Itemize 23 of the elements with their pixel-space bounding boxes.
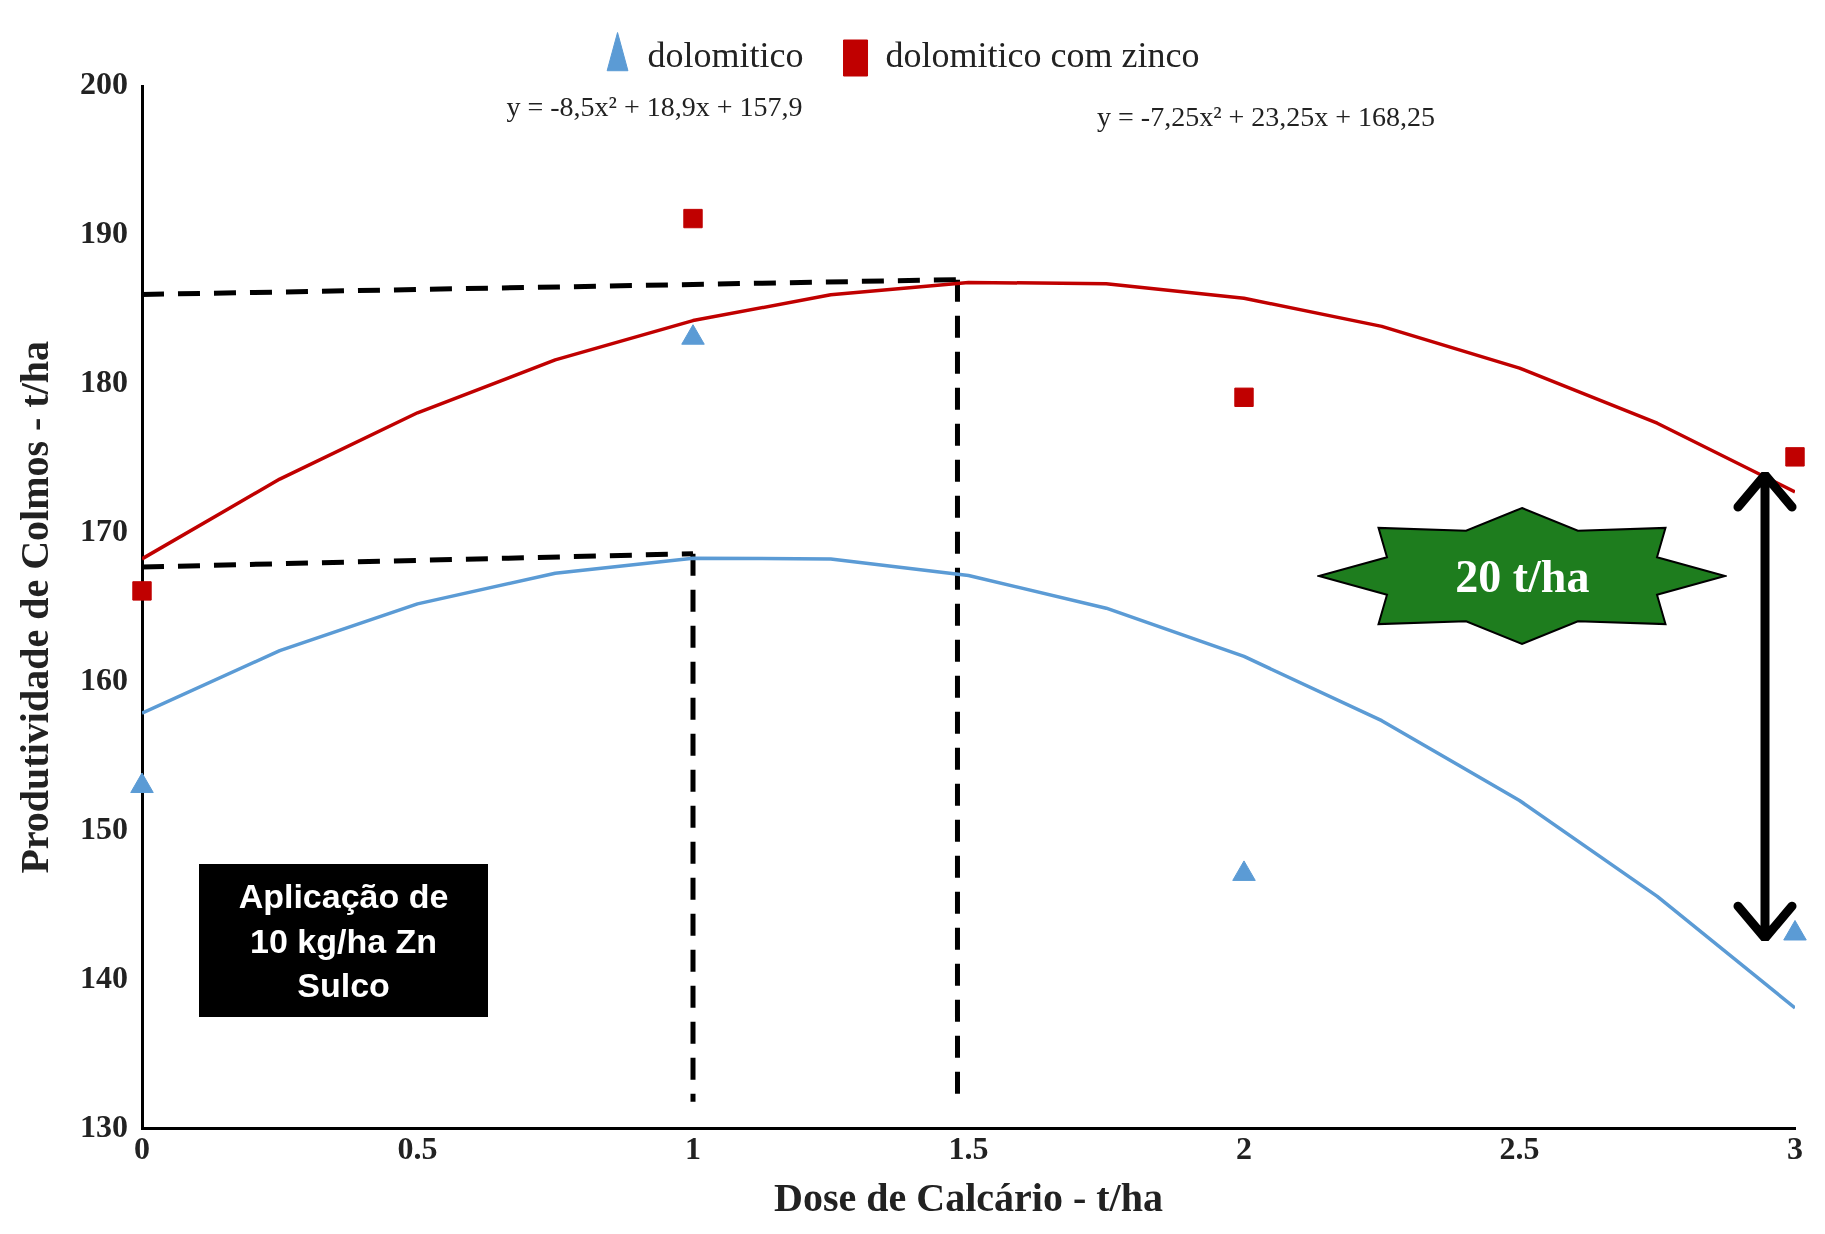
- annotation: 20 t/ha: [1455, 549, 1590, 603]
- x-tick-label: 3: [1787, 1130, 1803, 1167]
- x-tick-label: 1.5: [948, 1130, 989, 1167]
- legend-label: dolomitico: [647, 35, 804, 76]
- x-tick-label: 0: [134, 1130, 150, 1167]
- y-tick-label: 160: [80, 661, 128, 698]
- legend-label: dolomitico com zinco: [885, 35, 1200, 76]
- y-tick-label: 170: [80, 512, 128, 549]
- y-axis-title: Produtividade de Colmos - t/ha: [12, 340, 58, 874]
- annotation: Aplicação de 10 kg/ha Zn Sulco: [198, 864, 489, 1017]
- y-tick-label: 140: [80, 958, 128, 995]
- annotation: y = -8,5x² + 18,9x + 157,9: [506, 90, 803, 123]
- x-axis-title: Dose de Calcário - t/ha: [774, 1175, 1163, 1221]
- y-tick-label: 200: [80, 65, 128, 102]
- x-tick-label: 0.5: [397, 1130, 438, 1167]
- y-tick-label: 180: [80, 363, 128, 400]
- y-tick-label: 130: [80, 1107, 128, 1144]
- annotation: y = -7,25x² + 23,25x + 168,25: [1097, 101, 1436, 134]
- y-tick-label: 150: [80, 809, 128, 846]
- x-tick-label: 2: [1236, 1130, 1252, 1167]
- x-tick-label: 2.5: [1499, 1130, 1540, 1167]
- x-tick-label: 1: [685, 1130, 701, 1167]
- y-tick-label: 190: [80, 214, 128, 251]
